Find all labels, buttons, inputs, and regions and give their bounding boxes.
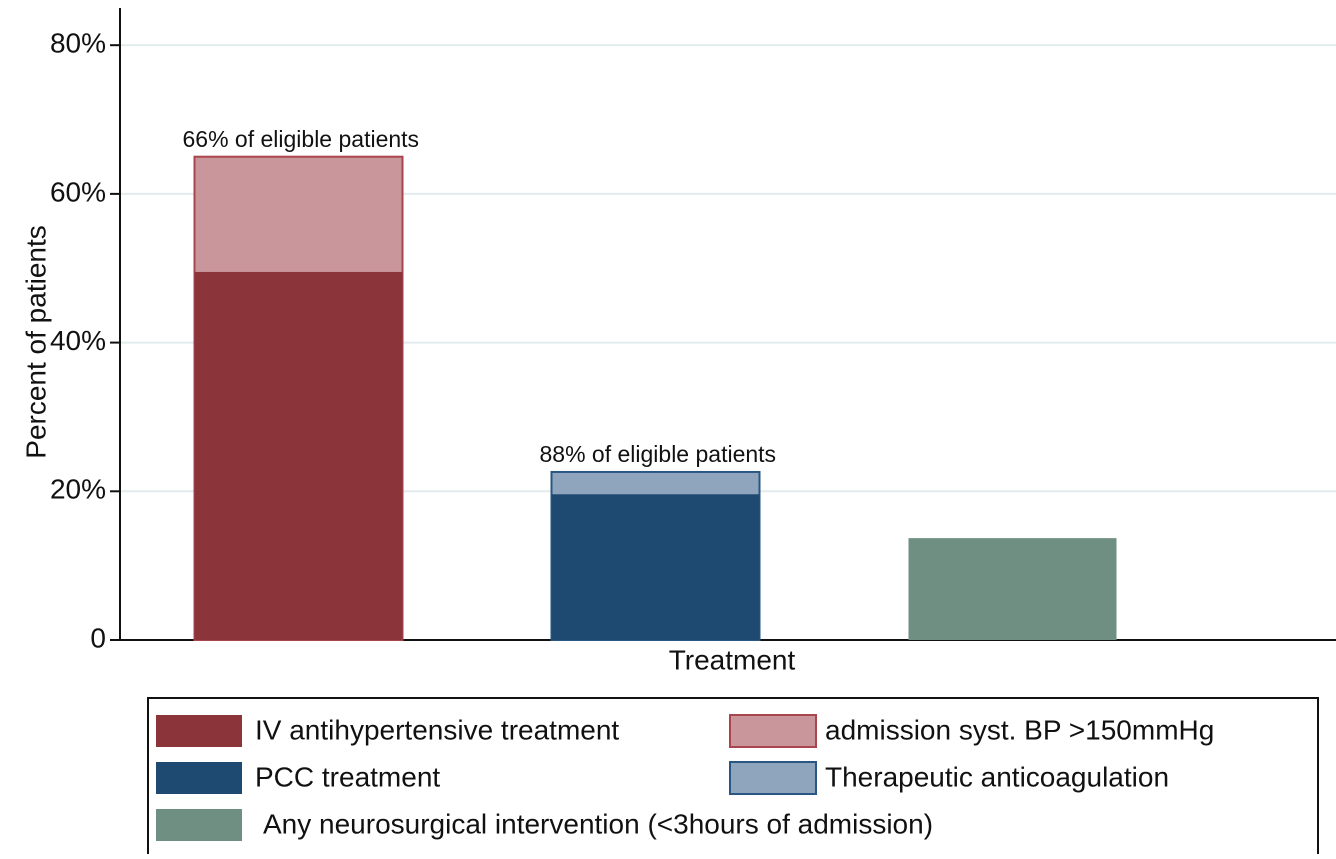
y-tick-label: 20%	[50, 474, 106, 505]
legend-swatch	[156, 809, 242, 841]
legend-swatch	[156, 715, 242, 747]
legend-box	[147, 697, 1319, 859]
bar	[908, 538, 1117, 640]
legend-label: admission syst. BP >150mmHg	[825, 714, 1214, 745]
y-tick-label: 80%	[50, 28, 106, 59]
bar-annotation: 88% of eligible patients	[540, 441, 777, 467]
y-tick-label: 40%	[50, 325, 106, 356]
legend-swatch	[729, 714, 817, 748]
legend-swatch	[729, 761, 817, 795]
legend-label: IV antihypertensive treatment	[255, 714, 619, 745]
bar-annotation: 66% of eligible patients	[183, 126, 420, 152]
legend-label: Therapeutic anticoagulation	[825, 761, 1169, 792]
y-axis-title: Percent of patients	[20, 225, 51, 458]
y-tick-label: 0	[90, 622, 106, 653]
bar	[194, 271, 403, 640]
bar	[551, 494, 760, 640]
legend-label: PCC treatment	[255, 761, 440, 792]
x-axis-title: Treatment	[669, 644, 796, 675]
legend-label: Any neurosurgical intervention (<3hours …	[263, 808, 933, 839]
legend-swatch	[156, 762, 242, 794]
y-tick-label: 60%	[50, 176, 106, 207]
